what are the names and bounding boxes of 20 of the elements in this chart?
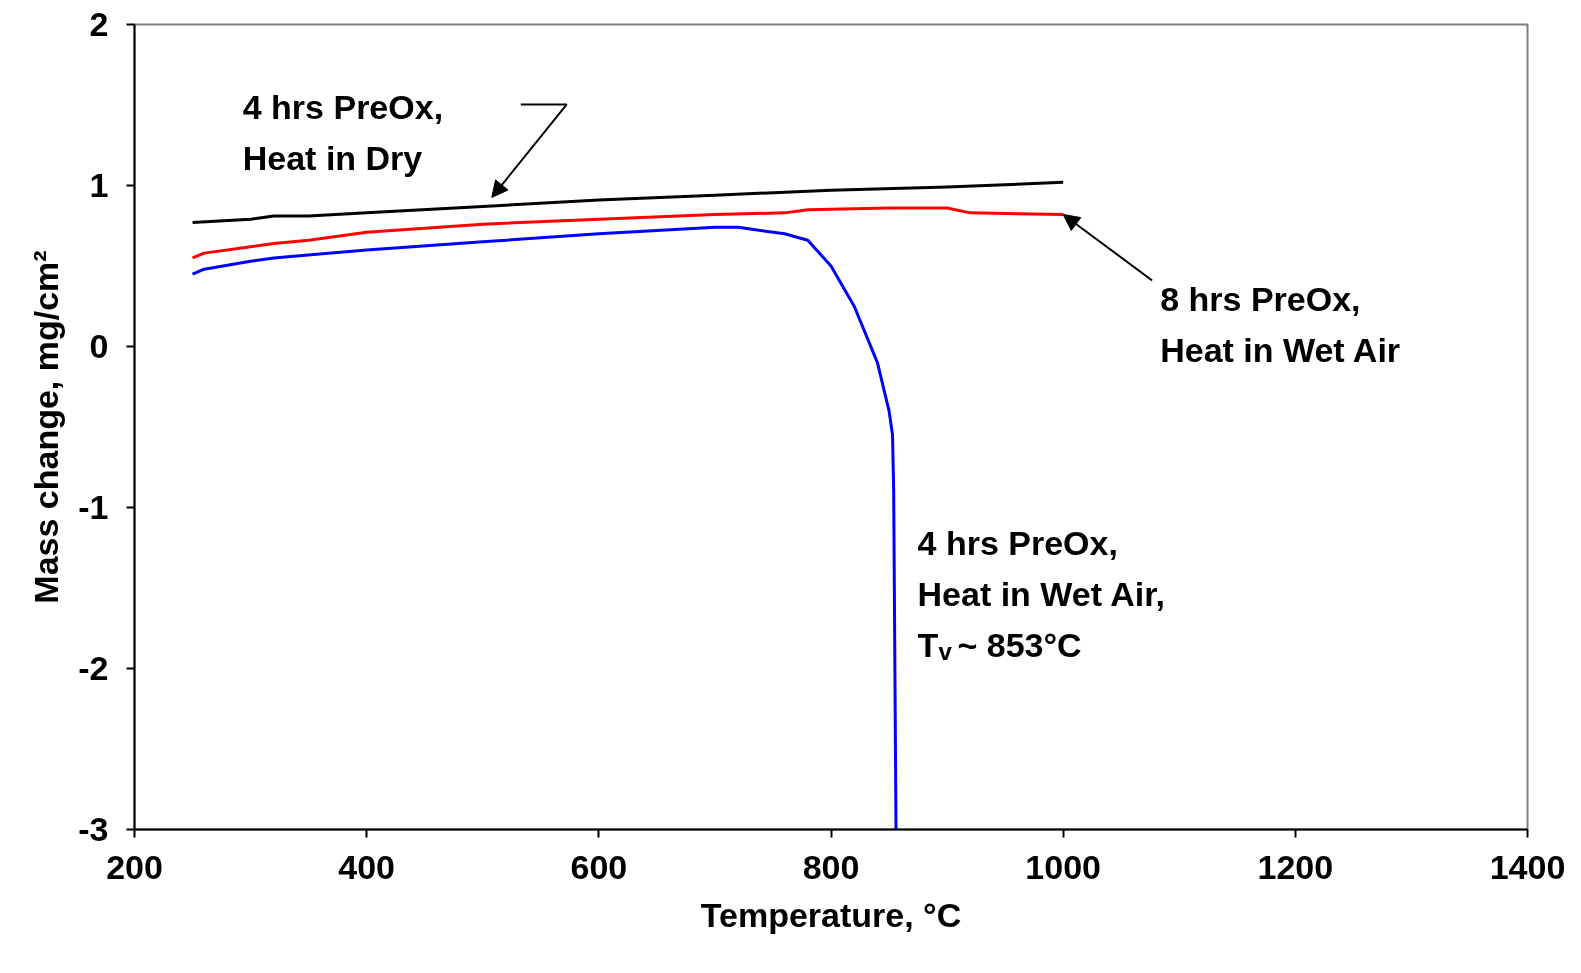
line-series: [191, 225, 898, 830]
y-tick-label: 1: [89, 166, 109, 204]
x-tick-label: 1200: [1257, 847, 1334, 886]
y-tick-label: 0: [89, 327, 109, 365]
x-tick-label: 1000: [1025, 847, 1101, 886]
x-tick-label: 1400: [1489, 847, 1566, 886]
line-series: [191, 180, 1065, 225]
annotation: 8 hrs PreOx, Heat in Wet Air: [1160, 280, 1401, 370]
x-axis-title: Temperature, °C: [700, 895, 962, 934]
y-tick-label: 2: [89, 5, 109, 43]
annotation: 4 hrs PreOx, Heat in Wet Air, Tv ~ 853°C: [917, 524, 1166, 666]
y-tick-label: -3: [78, 810, 109, 848]
y-tick-label: -1: [78, 488, 109, 526]
annotation: 4 hrs PreOx, Heat in Dry: [242, 88, 444, 178]
x-tick-label: 600: [570, 847, 628, 886]
x-tick-label: 800: [802, 847, 860, 886]
y-tick-label: -2: [78, 649, 109, 687]
x-tick-label: 400: [338, 847, 396, 886]
x-tick-label: 200: [106, 847, 163, 886]
y-axis-title: Mass change, mg/cm²: [27, 250, 66, 604]
